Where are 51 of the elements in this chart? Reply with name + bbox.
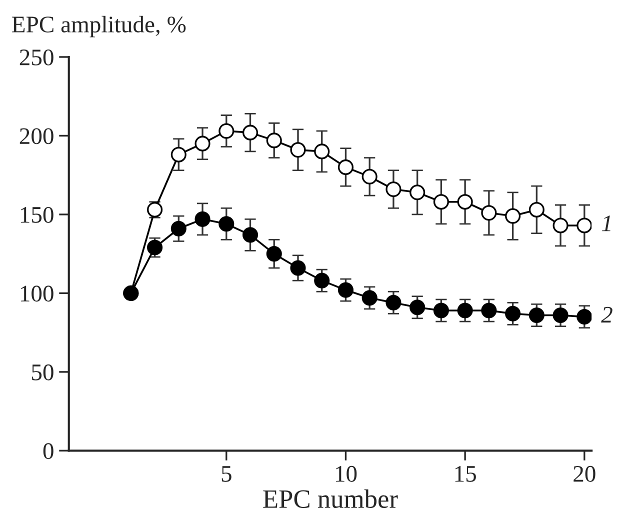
y-tick-label: 200 [20, 128, 54, 144]
point [170, 146, 186, 162]
x-tick-label: 15 [455, 466, 476, 482]
y-tick-label: 50 [32, 364, 54, 380]
point [218, 216, 234, 232]
y-tick-label: 100 [20, 286, 54, 302]
x-tick-label: 5 [222, 466, 232, 482]
point [576, 309, 592, 325]
point [194, 211, 210, 227]
point [552, 307, 568, 324]
point [242, 124, 258, 140]
point [290, 260, 306, 276]
point [505, 306, 521, 322]
point [147, 240, 163, 256]
x-axis-title: EPC number [263, 489, 398, 508]
point [552, 218, 568, 234]
series-label: 2 [601, 306, 612, 322]
point [314, 144, 330, 160]
x-tick-label: 10 [336, 466, 357, 482]
point [290, 142, 306, 158]
point [528, 307, 544, 324]
point [433, 194, 449, 210]
point [362, 290, 378, 306]
series-label: 1 [602, 216, 610, 232]
point [410, 184, 426, 200]
point [386, 294, 402, 310]
y-axis-title: EPC amplitude, % [12, 16, 186, 38]
point [576, 218, 592, 234]
point [338, 282, 354, 298]
point [457, 302, 473, 318]
point [194, 136, 210, 152]
point [242, 227, 258, 243]
point [170, 220, 186, 236]
point [314, 272, 330, 288]
point [266, 246, 282, 262]
y-tick-label: 0 [43, 443, 54, 460]
point [481, 302, 497, 318]
point [457, 194, 473, 210]
y-tick-label: 150 [20, 206, 54, 223]
point [410, 300, 426, 316]
point [433, 302, 449, 318]
point [386, 181, 402, 198]
point [218, 123, 234, 139]
point [481, 205, 497, 221]
point [266, 132, 282, 148]
point [362, 168, 378, 184]
point [338, 159, 354, 175]
point [528, 202, 544, 218]
point [505, 208, 521, 224]
x-tick-label: 20 [574, 466, 596, 482]
y-tick-label: 250 [20, 49, 54, 66]
